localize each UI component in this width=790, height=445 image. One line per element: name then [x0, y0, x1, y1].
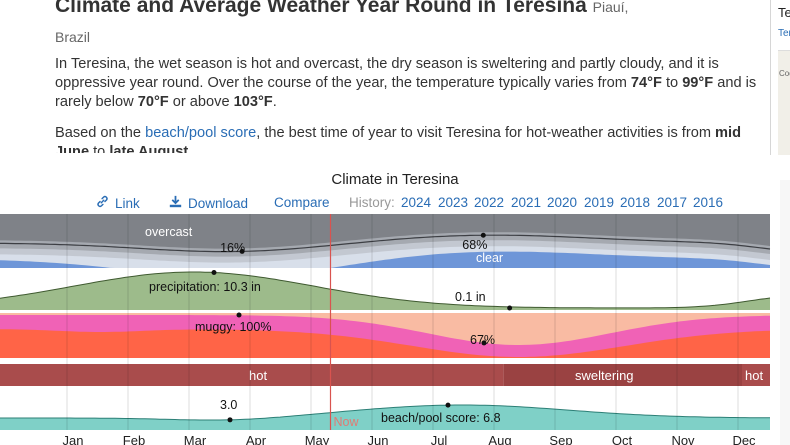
- intro-text: or above: [168, 94, 234, 110]
- precipitation-area: [0, 272, 770, 310]
- beach-line: [0, 404, 770, 421]
- intro-paragraph: In Teresina, the wet season is hot and o…: [55, 55, 760, 112]
- hot-label-end: hot: [745, 368, 763, 383]
- now-label: Now: [334, 415, 360, 429]
- right-gutter: [780, 180, 790, 445]
- sweltering-label: sweltering: [575, 368, 634, 383]
- history-year-2020[interactable]: 2020: [547, 195, 578, 210]
- history-year-2022[interactable]: 2022: [474, 195, 505, 210]
- intro-text: to: [89, 144, 110, 153]
- link-label: Link: [115, 196, 140, 211]
- cloud-min-label: 16%: [220, 241, 245, 255]
- month-label: Mar: [184, 433, 207, 445]
- beach-min-label: 3.0: [220, 398, 237, 412]
- history-label: History:: [349, 195, 395, 210]
- history-year-2018[interactable]: 2018: [620, 195, 651, 210]
- humidity-min-label: 67%: [470, 333, 495, 347]
- humidity-max-label: muggy: 100%: [195, 320, 271, 334]
- intro-text: .: [188, 144, 193, 153]
- cloud-cover-line: [0, 234, 771, 253]
- month-label: Oct: [612, 433, 633, 445]
- sidebar-title: Te: [778, 5, 790, 20]
- precip-max-point: [211, 270, 217, 276]
- beach-max-label: beach/pool score: 6.8: [381, 411, 501, 425]
- month-label: Sep: [549, 433, 572, 445]
- sweltering-band: [503, 364, 742, 386]
- hot-band: [0, 364, 504, 386]
- map-label: Cod: [779, 69, 790, 78]
- temp-high: 99°F: [682, 75, 714, 91]
- month-label: Jun: [368, 433, 389, 445]
- sidebar-map[interactable]: Cod: [778, 50, 790, 155]
- cloud-min-point: [239, 248, 245, 254]
- intro-text: In Teresina, the wet season is hot and o…: [55, 56, 719, 91]
- compare-button[interactable]: Compare: [274, 195, 330, 210]
- download-icon: [169, 195, 182, 211]
- temp-rare-high: 103°F: [233, 94, 273, 110]
- chart-title: Climate in Teresina: [331, 171, 459, 188]
- intro-text: and is rarely below: [55, 75, 757, 110]
- month-label: Feb: [123, 433, 145, 445]
- page-subtitle-country: Brazil: [55, 29, 91, 45]
- temp-rare-low: 70°F: [137, 94, 169, 110]
- intro-text: , the best time of year to visit Teresin…: [256, 125, 716, 141]
- download-button[interactable]: Download: [169, 195, 248, 211]
- clear-label: clear: [476, 251, 503, 265]
- oppressive-band: [0, 329, 770, 358]
- month-label: Dec: [732, 433, 756, 445]
- history-year-2021[interactable]: 2021: [511, 195, 542, 210]
- page-title-location: Piauí,: [592, 0, 629, 15]
- precip-min-label: 0.1 in: [455, 290, 486, 304]
- precip-max-label: precipitation: 10.3 in: [149, 280, 261, 294]
- month-label: Aug: [488, 433, 511, 445]
- month-label: Apr: [246, 433, 267, 445]
- month-label: Jan: [63, 433, 84, 445]
- hot-band-end: [742, 364, 770, 386]
- humidity-min-point: [481, 340, 487, 346]
- precip-min-point: [507, 305, 513, 311]
- sidebar-link[interactable]: Ter: [778, 28, 790, 39]
- intro-text: to: [661, 75, 683, 91]
- history-year-2023[interactable]: 2023: [438, 195, 469, 210]
- intro-text: Based on the: [55, 125, 146, 141]
- history-year-2016[interactable]: 2016: [693, 195, 724, 210]
- history-year-2019[interactable]: 2019: [584, 195, 615, 210]
- best-to: late August: [109, 144, 189, 153]
- page-title: Climate and Average Weather Year Round i…: [55, 0, 628, 18]
- hot-label: hot: [249, 368, 267, 383]
- month-label: Jul: [431, 433, 448, 445]
- beach-min-point: [227, 417, 233, 423]
- precipitation-line: [0, 271, 771, 309]
- download-label: Download: [188, 196, 249, 211]
- overcast-label: overcast: [145, 225, 193, 239]
- intro-text: .: [272, 94, 277, 110]
- link-button[interactable]: Link: [96, 195, 140, 211]
- link-icon: [96, 195, 109, 211]
- month-label: May: [305, 433, 330, 445]
- cloud-max-label: 68%: [462, 238, 487, 252]
- page-title-text: Climate and Average Weather Year Round i…: [55, 0, 587, 17]
- beach-pool-score-link[interactable]: beach/pool score: [145, 125, 257, 141]
- temp-low: 74°F: [630, 75, 662, 91]
- best-time-paragraph: Based on the beach/pool score, the best …: [55, 124, 760, 153]
- cloud-max-point: [480, 232, 486, 238]
- history-year-2017[interactable]: 2017: [657, 195, 688, 210]
- month-label: Nov: [671, 433, 695, 445]
- sidebar-divider: [770, 0, 771, 155]
- best-from: mid June: [55, 125, 741, 153]
- history-year-2024[interactable]: 2024: [401, 195, 432, 210]
- beach-max-point: [445, 402, 451, 408]
- climate-chart[interactable]: overcast clear 16% 68% precipitation: 10.3 i…: [0, 214, 780, 445]
- humidity-max-point: [236, 312, 242, 318]
